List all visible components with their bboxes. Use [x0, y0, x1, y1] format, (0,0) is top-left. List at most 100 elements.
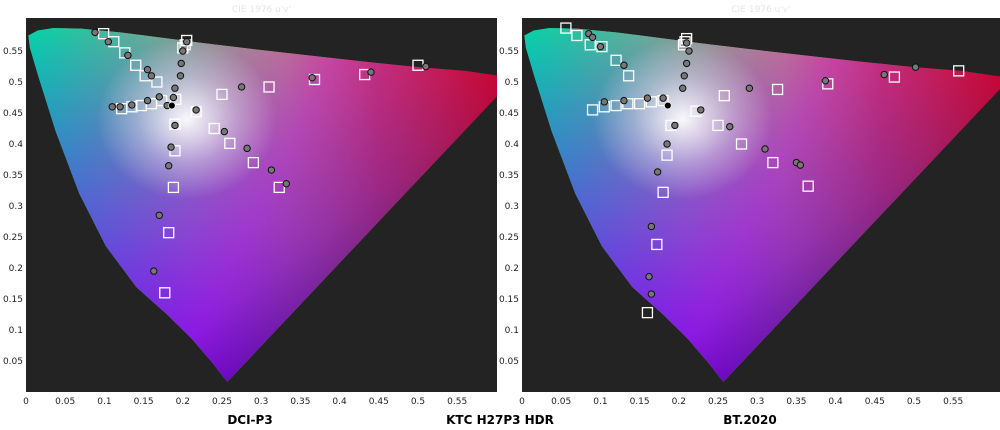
x-tick-label: 0.4 — [828, 397, 843, 407]
target-square-marker — [657, 186, 669, 199]
chart-panel-dci-p3: CIE 1976 u'v' 0.05 0.1 0.15 0.2 0.25 0.3 0.35 0.… — [3, 5, 497, 427]
y-tick-label: 0.35 — [499, 171, 519, 181]
x-tick-label: 0.2 — [672, 397, 686, 407]
target-square-marker — [163, 227, 175, 239]
x-tick-label: 0.05 — [55, 397, 75, 407]
x-tick-label: 0.55 — [447, 397, 467, 407]
measured-circle-marker — [169, 93, 178, 102]
x-tick-label: 0.45 — [865, 397, 885, 407]
y-tick-label: 0.2 — [9, 264, 23, 274]
y-tick-label: 0.15 — [499, 295, 519, 305]
measured-circle-marker — [682, 39, 691, 47]
y-tick-label: 0.15 — [3, 295, 23, 305]
measured-circle-marker — [596, 42, 605, 51]
target-square-marker — [571, 29, 583, 42]
x-tick-label: 0.5 — [411, 397, 425, 407]
x-tick-label: 0.25 — [708, 397, 728, 407]
measured-circle-marker — [663, 140, 671, 148]
y-tick-label: 0.55 — [499, 47, 519, 57]
y-tick-label: 0.4 — [505, 140, 520, 150]
target-square-marker — [651, 238, 663, 251]
measured-circle-marker — [128, 101, 136, 109]
measured-circle-marker — [682, 59, 691, 68]
measured-circle-marker — [192, 106, 200, 114]
target-square-marker — [735, 138, 748, 150]
measured-circle-marker — [697, 106, 705, 114]
y-tick-label: 0.3 — [505, 202, 519, 212]
x-tick-label: 0.15 — [134, 397, 154, 407]
x-tick-label: 0.5 — [907, 397, 921, 407]
measured-circle-marker — [164, 162, 173, 170]
measured-circle-marker — [647, 290, 656, 298]
target-square-marker — [560, 22, 572, 34]
measured-circle-marker — [171, 121, 179, 130]
measured-circle-marker — [647, 222, 656, 231]
measured-circle-marker — [645, 272, 653, 281]
target-square-marker — [208, 122, 220, 135]
measured-circle-marker — [796, 161, 805, 169]
target-square-marker — [633, 98, 646, 110]
x-tick-label: 0.15 — [630, 397, 650, 407]
y-tick-label: 0.4 — [9, 140, 24, 150]
measured-circle-marker — [267, 166, 276, 174]
measured-circle-marker — [653, 168, 662, 176]
measured-circle-marker — [91, 28, 99, 37]
y-tick-label: 0.1 — [9, 326, 23, 336]
measured-circle-marker — [220, 127, 229, 136]
measured-circle-marker — [821, 77, 830, 85]
measured-circle-marker — [643, 94, 652, 102]
target-square-marker — [97, 27, 110, 40]
target-square-marker — [641, 306, 654, 319]
target-square-marker — [273, 181, 285, 194]
measured-circle-marker — [177, 59, 185, 68]
panel-caption: BT.2020 — [723, 413, 776, 427]
x-tick-label: 0.4 — [332, 397, 347, 407]
measured-circle-marker — [104, 38, 113, 46]
x-tick-label: 0.05 — [551, 397, 571, 407]
target-square-marker — [224, 137, 236, 150]
measured-circle-marker — [880, 70, 888, 79]
measured-circle-marker — [155, 211, 163, 220]
target-square-marker — [130, 59, 142, 71]
y-tick-label: 0.1 — [505, 326, 519, 336]
plot-title: CIE 1976 u'v' — [731, 5, 790, 15]
measured-circle-marker — [143, 65, 152, 74]
target-square-marker — [167, 181, 180, 194]
measured-circle-marker — [167, 143, 175, 151]
y-tick-label: 0.45 — [499, 109, 519, 119]
target-square-marker — [953, 65, 965, 77]
x-tick-label: 0.1 — [97, 397, 111, 407]
target-square-marker — [767, 156, 779, 169]
target-square-marker — [181, 34, 193, 47]
measured-circle-marker — [680, 72, 688, 80]
target-square-marker — [610, 54, 622, 66]
chart-panel-bt-2020: CIE 1976 u'v' 0.05 0.1 0.15 0.2 0.25 0.3 0.35 0.… — [499, 5, 1000, 427]
target-square-marker — [586, 104, 599, 116]
measured-circle-marker — [671, 121, 679, 130]
target-square-marker — [888, 71, 901, 83]
target-square-marker — [622, 70, 635, 82]
measured-circle-marker — [183, 38, 191, 46]
y-tick-label: 0.25 — [3, 233, 23, 243]
target-square-marker — [802, 180, 814, 192]
x-tick-label: 0.35 — [786, 397, 806, 407]
measured-circle-marker — [726, 122, 734, 131]
y-tick-label: 0.3 — [9, 202, 23, 212]
measured-circle-marker — [171, 84, 179, 92]
x-tick-label: 0.1 — [593, 397, 607, 407]
figure-caption: KTC H27P3 HDR — [446, 413, 554, 427]
measured-circle-marker — [422, 62, 430, 71]
measured-circle-marker — [308, 73, 316, 82]
measured-circle-marker — [147, 72, 156, 80]
y-tick-label: 0.45 — [3, 109, 23, 119]
target-square-marker — [661, 149, 673, 161]
measured-circle-marker — [116, 103, 124, 111]
white-point-marker — [664, 101, 672, 110]
target-square-marker — [263, 81, 275, 93]
x-tick-label: 0 — [519, 397, 525, 407]
y-tick-label: 0.5 — [9, 78, 23, 88]
target-square-marker — [151, 76, 163, 88]
measured-circle-marker — [243, 144, 251, 153]
